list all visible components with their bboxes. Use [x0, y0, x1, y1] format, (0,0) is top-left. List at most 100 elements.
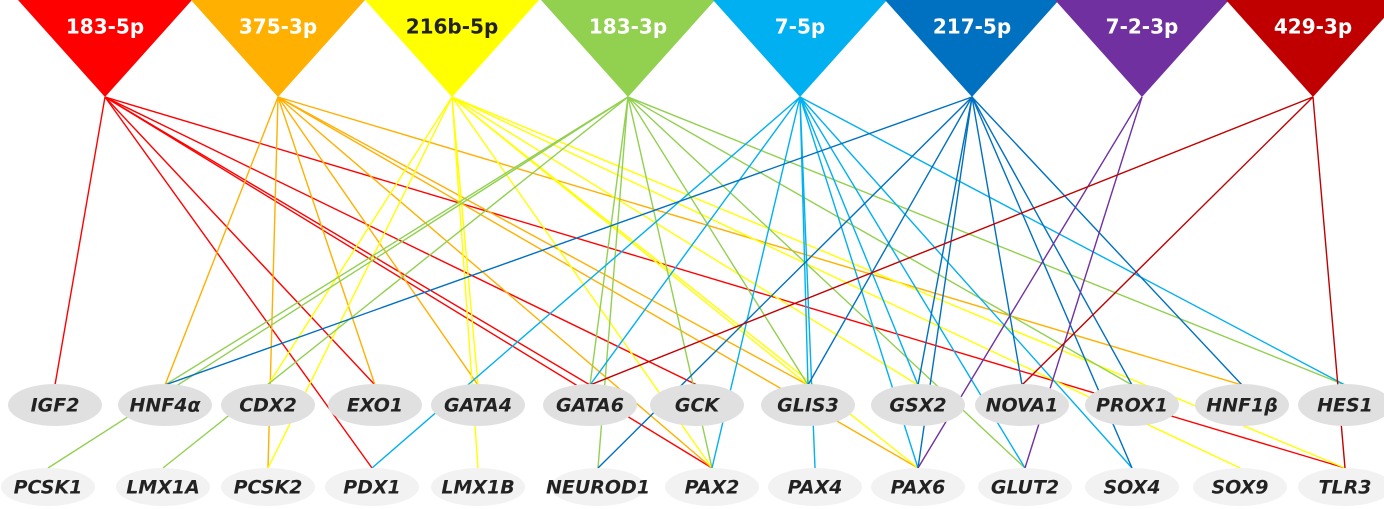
- gene-ellipse: [975, 384, 1069, 426]
- mirna-label: 183-3p: [589, 15, 667, 39]
- gene-ellipse: [431, 384, 525, 426]
- mirna-label: 7-2-3p: [1106, 15, 1179, 39]
- edge: [807, 96, 973, 386]
- gene-label: PAX6: [891, 477, 946, 499]
- gene-ellipse: [871, 384, 965, 426]
- mirna-triangle: [1226, 0, 1384, 97]
- edge: [589, 96, 629, 386]
- mirna-label: 216b-5p: [406, 15, 499, 39]
- edge: [589, 96, 801, 386]
- mirna-label: 375-3p: [239, 15, 317, 39]
- gene-ellipse: [551, 468, 645, 506]
- edge: [799, 96, 1133, 469]
- mirna-triangle: [885, 0, 1059, 97]
- gene-ellipse: [1298, 384, 1384, 426]
- edge: [799, 96, 919, 386]
- edge: [627, 96, 1133, 386]
- edge: [799, 96, 1346, 386]
- mirna-triangle: [713, 0, 887, 97]
- edge: [54, 96, 106, 386]
- edge: [164, 96, 629, 386]
- gene-label: CDX2: [239, 395, 297, 417]
- gene-ellipse: [431, 468, 525, 506]
- mirna-triangle: [191, 0, 365, 97]
- gene-label: HES1: [1317, 395, 1373, 417]
- gene-label: HNF1β: [1206, 395, 1278, 417]
- gene-label: PDX1: [343, 477, 401, 499]
- edge: [104, 96, 376, 386]
- mirna-triangle: [18, 0, 192, 97]
- mirna-label: 429-3p: [1274, 15, 1352, 39]
- edge: [627, 96, 1346, 386]
- mirna-label: 7-5p: [775, 15, 825, 39]
- gene-label: GLIS3: [777, 395, 839, 417]
- gene-label: PCSK2: [234, 477, 303, 499]
- edge: [451, 96, 479, 386]
- mirna-label: 183-5p: [66, 15, 144, 39]
- gene-ellipse: [761, 384, 855, 426]
- edge: [1021, 96, 1314, 386]
- gene-label: NEUROD1: [546, 477, 650, 499]
- gene-ellipse: [1298, 468, 1384, 506]
- edge: [104, 96, 698, 386]
- edge: [104, 96, 373, 469]
- mirna-triangle: [365, 0, 539, 97]
- gene-label: GATA6: [556, 395, 624, 417]
- gene-label: SOX4: [1103, 477, 1160, 499]
- gene-ellipse: [221, 468, 315, 506]
- gene-label: TLR3: [1319, 477, 1372, 499]
- edge: [277, 96, 809, 386]
- gene-label: HNF4α: [129, 395, 201, 417]
- edge: [451, 96, 919, 386]
- gene-ellipse: [768, 468, 862, 506]
- edge: [971, 96, 1023, 386]
- gene-ellipse: [1, 468, 95, 506]
- gene-label: LMX1A: [126, 477, 200, 499]
- mirna-label: 217-5p: [933, 15, 1011, 39]
- edge: [627, 96, 809, 386]
- gene-label: IGF2: [31, 395, 80, 417]
- edge: [164, 96, 279, 386]
- gene-label: EXO1: [347, 395, 403, 417]
- gene-label: PCSK1: [14, 477, 83, 499]
- gene-ellipse: [221, 384, 315, 426]
- gene-ellipse: [665, 468, 759, 506]
- gene-label: PAX4: [788, 477, 843, 499]
- edge: [277, 96, 1243, 386]
- gene-ellipse: [325, 468, 419, 506]
- mirna-triangle: [1055, 0, 1229, 97]
- gene-ellipse: [328, 384, 422, 426]
- mirna-triangle: [541, 0, 715, 97]
- gene-ellipse: [1193, 468, 1287, 506]
- gene-ellipse: [1085, 384, 1179, 426]
- gene-label: GCK: [675, 395, 721, 417]
- gene-label: NOVA1: [986, 395, 1059, 417]
- edge: [277, 96, 713, 469]
- gene-ellipse: [1085, 468, 1179, 506]
- gene-label: GSX2: [889, 395, 946, 417]
- edge: [104, 96, 591, 386]
- edge: [971, 96, 1243, 386]
- gene-ellipse: [118, 384, 212, 426]
- gene-label: SOX9: [1211, 477, 1268, 499]
- gene-ellipse: [871, 468, 965, 506]
- gene-ellipse: [8, 384, 102, 426]
- gene-ellipse: [543, 384, 637, 426]
- edge: [589, 96, 1314, 386]
- edge: [917, 96, 973, 386]
- edge: [277, 96, 376, 386]
- gene-ellipse: [978, 468, 1072, 506]
- gene-ellipse: [650, 384, 744, 426]
- gene-label: GLUT2: [991, 477, 1059, 499]
- gene-label: GATA4: [444, 395, 512, 417]
- gene-label: PAX2: [685, 477, 740, 499]
- edge: [277, 96, 479, 386]
- gene-label: PROX1: [1096, 395, 1168, 417]
- gene-ellipse: [116, 468, 210, 506]
- edge: [164, 96, 973, 386]
- gene-label: LMX1B: [441, 477, 514, 499]
- gene-ellipse: [1195, 384, 1289, 426]
